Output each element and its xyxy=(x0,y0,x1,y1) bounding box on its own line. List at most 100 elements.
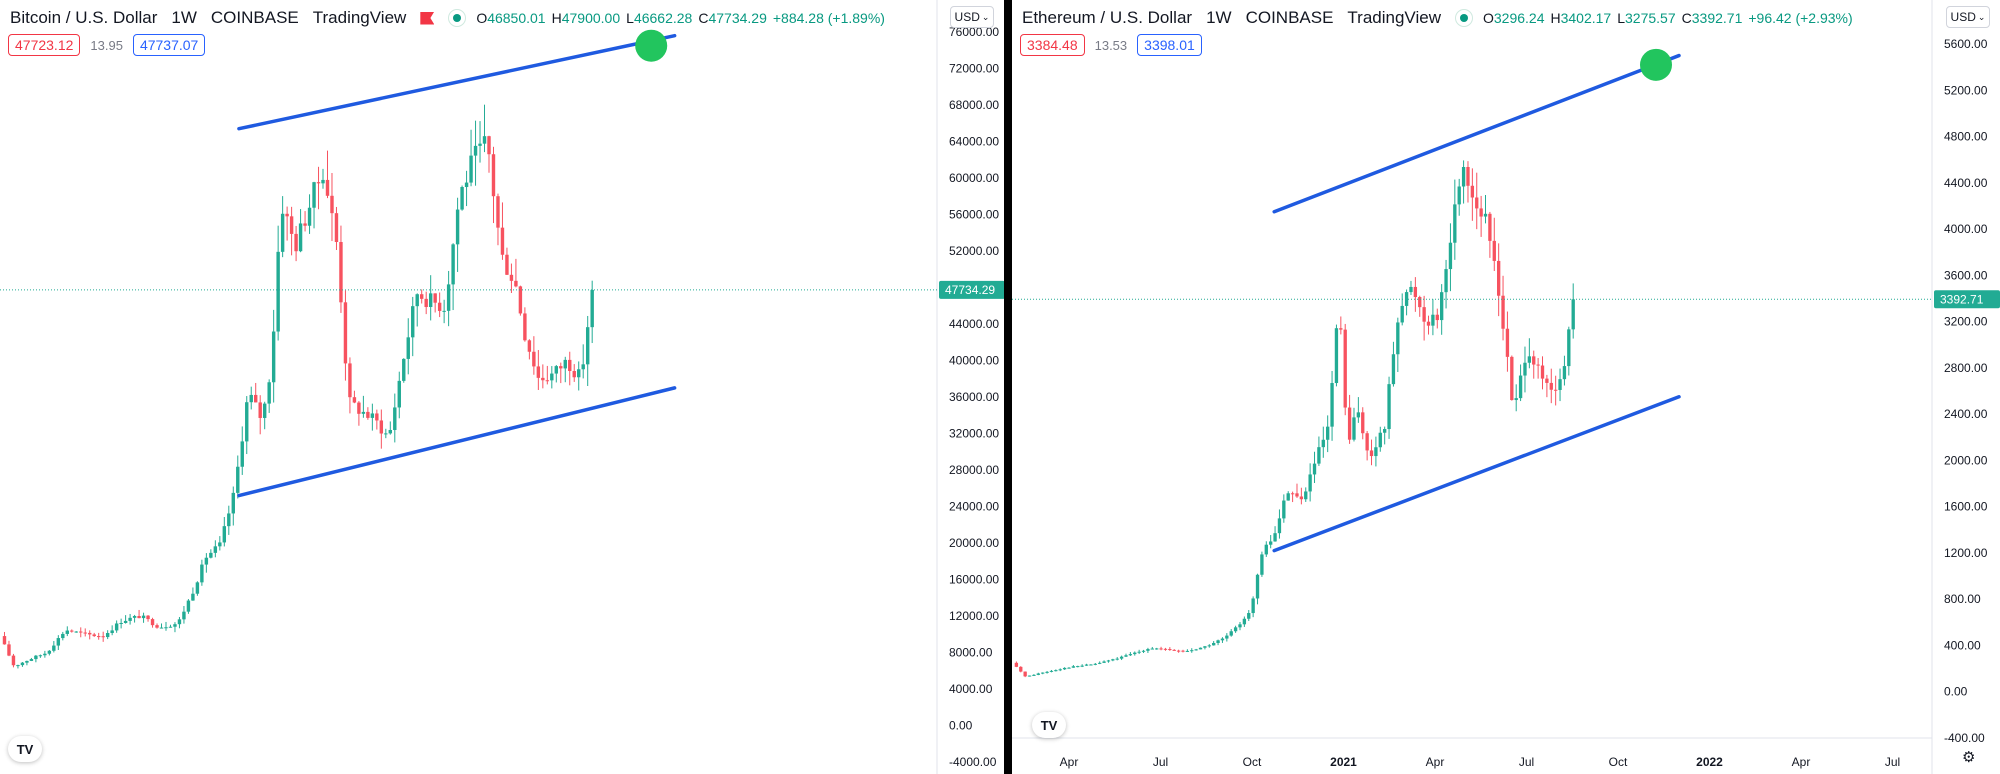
chart-header: Ethereum / U.S. Dollar 1W COINBASE Tradi… xyxy=(1022,6,1853,30)
bid-price[interactable]: 47723.12 xyxy=(8,34,81,56)
candle-body xyxy=(11,655,16,666)
x-tick-label: 2022 xyxy=(1696,755,1723,769)
candle-body xyxy=(123,620,128,623)
candle-body xyxy=(1304,491,1308,500)
y-tick-label: 2400.00 xyxy=(1944,407,1988,421)
currency-dropdown[interactable]: USD ⌄ xyxy=(950,6,994,28)
candle-body xyxy=(411,306,415,338)
y-tick-label: 4400.00 xyxy=(1944,176,1988,190)
interval-label[interactable]: 1W xyxy=(1206,8,1232,27)
candle-body xyxy=(307,207,312,226)
candle-body xyxy=(388,429,393,434)
candle-body xyxy=(509,274,514,281)
x-tick-label: Oct xyxy=(1243,755,1262,769)
last-price-badge xyxy=(939,280,1004,299)
price-chart[interactable]: 76000.00 72000.00 68000.00 64000.00 60000.00… xyxy=(0,0,1004,774)
candle-body xyxy=(1150,648,1154,650)
ask-price[interactable]: 3398.01 xyxy=(1137,34,1202,56)
candle-body xyxy=(585,327,590,365)
candle-body xyxy=(258,402,262,418)
candle-body xyxy=(442,310,446,312)
price-chart[interactable]: 5600.00 5200.00 4800.00 4400.00 4000.00 3600.… xyxy=(1012,0,2000,774)
gear-icon[interactable]: ⚙ xyxy=(1962,749,1976,766)
candle-body xyxy=(1492,240,1496,261)
candle-body xyxy=(177,619,182,625)
candle-body xyxy=(370,413,375,418)
candle-body xyxy=(1084,664,1089,666)
candle-body xyxy=(428,293,433,308)
candle-body xyxy=(227,513,231,527)
candle-body xyxy=(496,196,500,228)
x-tick-label: Apr xyxy=(1792,755,1811,769)
symbol-title[interactable]: Bitcoin / U.S. Dollar xyxy=(10,8,158,27)
last-price-label: 3392.71 xyxy=(1940,292,1984,306)
candle-body xyxy=(1501,295,1505,329)
y-tick-label: 5200.00 xyxy=(1944,83,1988,97)
target-marker xyxy=(635,29,668,62)
y-tick-label: 3600.00 xyxy=(1944,268,1988,282)
candle-body xyxy=(1536,364,1540,366)
ask-price[interactable]: 47737.07 xyxy=(132,34,206,56)
low-value: 3275.57 xyxy=(1625,10,1676,26)
bid-price[interactable]: 3384.48 xyxy=(1020,34,1085,56)
candle-body xyxy=(1571,299,1575,330)
candle-body xyxy=(303,223,307,226)
candle-body xyxy=(1076,666,1080,668)
candle-body xyxy=(1036,673,1040,675)
tradingview-logo-icon[interactable]: TV xyxy=(8,736,42,762)
candle-body xyxy=(20,662,25,666)
candle-body xyxy=(61,633,65,639)
candle-body xyxy=(1505,328,1510,357)
y-tick-label: 20000.00 xyxy=(949,536,999,550)
candle-body xyxy=(451,244,455,285)
candle-body xyxy=(590,289,594,328)
chart-panel-btc[interactable]: 76000.00 72000.00 68000.00 64000.00 60000.00… xyxy=(0,0,1004,774)
y-tick-label: 1200.00 xyxy=(1944,546,1988,560)
tradingview-logo-icon[interactable]: TV xyxy=(1032,712,1066,738)
symbol-title[interactable]: Ethereum / U.S. Dollar xyxy=(1022,8,1193,27)
y-tick-label: 800.00 xyxy=(1944,592,1981,606)
candle-body xyxy=(1457,186,1461,205)
candle-body xyxy=(1567,329,1571,367)
y-tick-label: 3200.00 xyxy=(1944,315,1988,329)
spread-value: 13.53 xyxy=(1094,37,1128,53)
candle-body xyxy=(1137,651,1141,653)
candle-body xyxy=(1514,398,1518,401)
candle-body xyxy=(132,616,137,618)
exchange-label: COINBASE xyxy=(1245,8,1334,27)
y-tick-label: 36000.00 xyxy=(949,390,999,404)
candle-body xyxy=(1119,656,1124,659)
candle-body xyxy=(96,636,101,638)
candle-body xyxy=(523,313,527,341)
candle-body xyxy=(204,557,209,565)
candle-body xyxy=(43,653,47,656)
candle-body xyxy=(88,632,92,635)
high-value: 3402.17 xyxy=(1560,10,1612,26)
candle-body xyxy=(1290,493,1295,495)
candle-body xyxy=(1356,412,1361,418)
y-tick-label: -4000.00 xyxy=(949,755,997,769)
chart-panel-eth[interactable]: 5600.00 5200.00 4800.00 4400.00 4000.00 3600.… xyxy=(1012,0,2000,774)
candle-body xyxy=(1422,307,1426,322)
currency-dropdown[interactable]: USD ⌄ xyxy=(1946,6,1990,28)
candle-body xyxy=(1163,648,1168,650)
candle-body xyxy=(1102,661,1106,663)
open-value: 3296.24 xyxy=(1493,10,1545,26)
candle-body xyxy=(159,627,164,629)
market-status-icon xyxy=(1454,9,1473,27)
flag-icon[interactable] xyxy=(420,11,435,25)
candle-body xyxy=(1080,665,1084,667)
candle-body xyxy=(249,394,253,403)
trendline xyxy=(1272,53,1681,214)
candle-body xyxy=(164,627,168,629)
candle-body xyxy=(446,284,451,311)
candle-body xyxy=(464,182,469,188)
candle-body xyxy=(402,358,406,381)
candle-body xyxy=(1277,518,1282,534)
candle-body xyxy=(7,644,11,656)
high-value: 47900.00 xyxy=(561,10,621,26)
bid-ask-bar: 47723.12 13.95 47737.07 xyxy=(8,34,206,56)
candle-body xyxy=(1483,213,1488,217)
x-tick-label: Apr xyxy=(1426,755,1445,769)
interval-label[interactable]: 1W xyxy=(171,8,197,27)
